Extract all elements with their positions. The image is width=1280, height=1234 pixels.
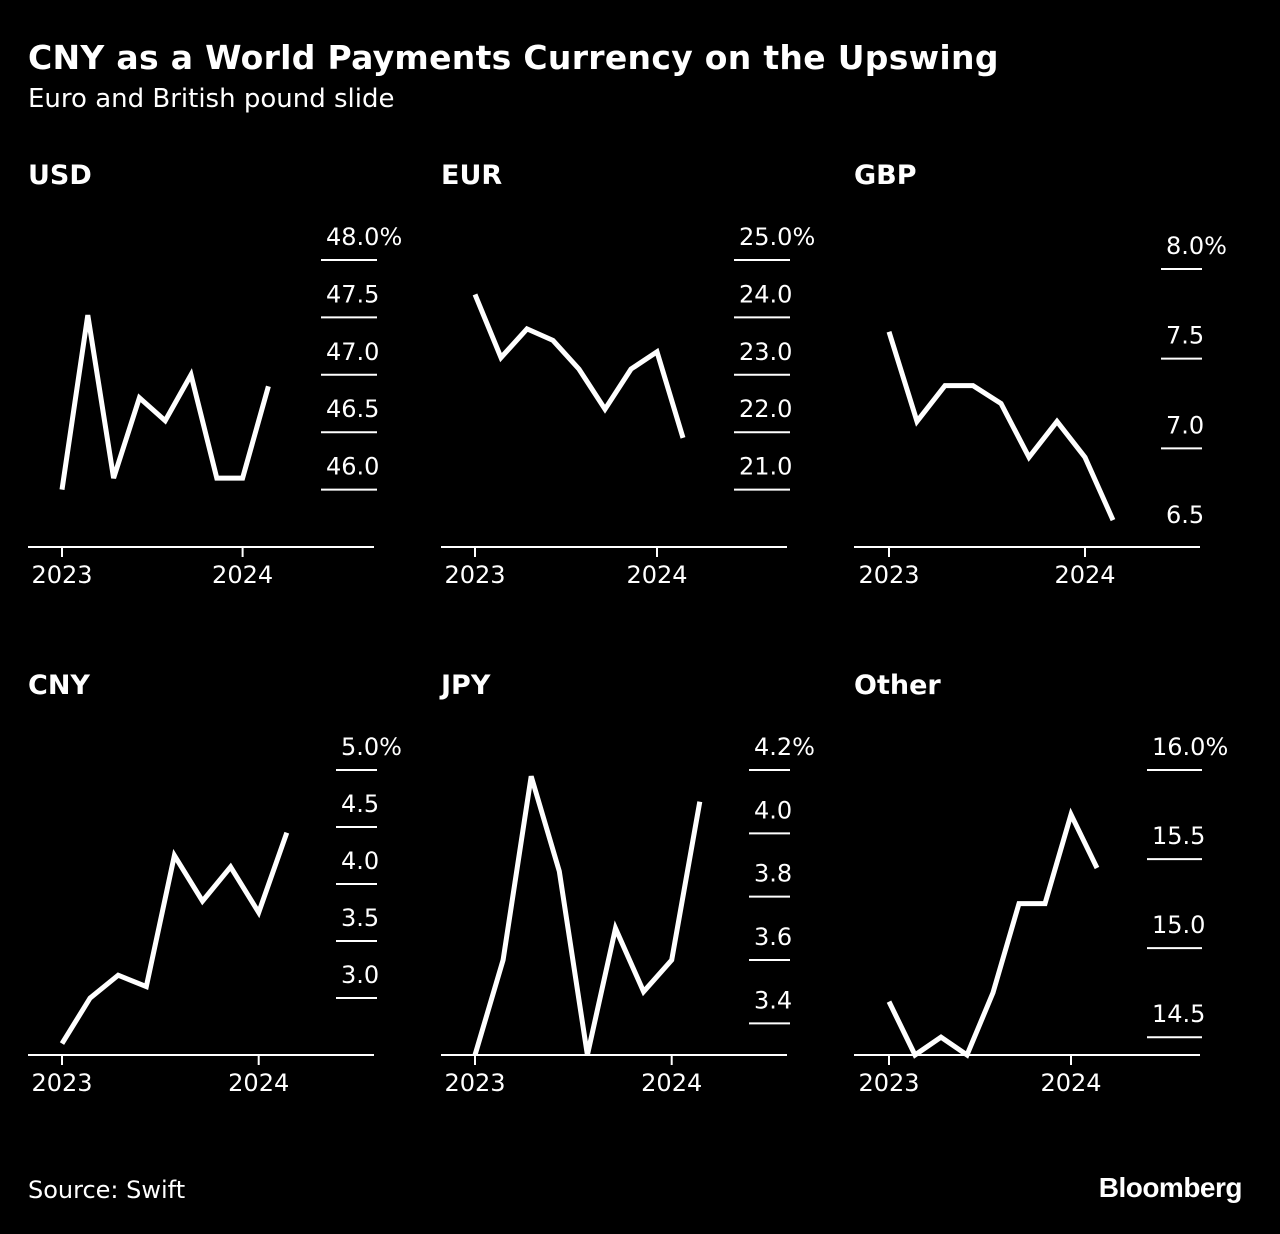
x-tick-label-cny: 2023	[31, 1069, 92, 1097]
series-line-other	[886, 807, 1100, 1059]
series-line-gbp	[886, 331, 1116, 522]
x-tick-label-jpy: 2023	[444, 1069, 505, 1097]
x-tick-label-other: 2023	[858, 1069, 919, 1097]
panel-title-usd: USD	[28, 160, 92, 191]
y-tick-label-eur: 23.0	[739, 338, 792, 366]
y-tick-label-cny: 4.5	[341, 790, 379, 818]
y-tick-label-usd: 46.5	[326, 395, 379, 423]
y-tick-label-jpy: 3.6	[754, 923, 792, 951]
panel-title-eur: EUR	[441, 160, 502, 191]
x-tick-label-cny: 2024	[228, 1069, 289, 1097]
x-tick-label-jpy: 2024	[641, 1069, 702, 1097]
y-tick-label-other: 15.5	[1152, 822, 1205, 850]
y-tick-label-other: 16.0%	[1152, 733, 1228, 761]
y-tick-label-jpy: 4.0	[754, 796, 792, 824]
panel-title-cny: CNY	[28, 670, 90, 701]
y-tick-label-jpy: 3.4	[754, 986, 792, 1014]
y-tick-label-eur: 22.0	[739, 395, 792, 423]
series-line-jpy	[472, 775, 703, 1056]
x-tick-label-usd: 2023	[31, 561, 92, 589]
y-tick-label-cny: 3.5	[341, 904, 379, 932]
y-tick-label-gbp: 7.0	[1166, 411, 1204, 439]
y-tick-label-other: 15.0	[1152, 911, 1205, 939]
y-tick-label-eur: 24.0	[739, 280, 792, 308]
y-tick-label-usd: 47.5	[326, 280, 379, 308]
panel-title-jpy: JPY	[439, 670, 491, 701]
y-tick-label-jpy: 3.8	[754, 860, 792, 888]
panel-title-gbp: GBP	[854, 160, 917, 191]
series-line-cny	[59, 831, 290, 1045]
x-tick-label-eur: 2023	[444, 561, 505, 589]
y-tick-label-cny: 4.0	[341, 847, 379, 875]
y-tick-label-gbp: 7.5	[1166, 322, 1204, 350]
y-tick-label-eur: 21.0	[739, 453, 792, 481]
x-tick-label-other: 2024	[1040, 1069, 1101, 1097]
chart-title: CNY as a World Payments Currency on the …	[28, 38, 999, 77]
y-tick-label-usd: 46.0	[326, 453, 379, 481]
y-tick-label-usd: 47.0	[326, 338, 379, 366]
series-line-usd	[59, 314, 271, 490]
y-tick-label-gbp: 6.5	[1166, 501, 1204, 529]
panel-title-other: Other	[854, 670, 941, 701]
y-tick-label-usd: 48.0%	[326, 223, 402, 251]
y-tick-label-cny: 5.0%	[341, 733, 402, 761]
series-line-eur	[472, 293, 686, 439]
y-tick-label-eur: 25.0%	[739, 223, 815, 251]
chart-subtitle: Euro and British pound slide	[28, 84, 395, 114]
y-tick-label-other: 14.5	[1152, 1000, 1205, 1028]
y-tick-label-cny: 3.0	[341, 961, 379, 989]
bloomberg-logo: Bloomberg	[1098, 1172, 1243, 1203]
y-tick-label-jpy: 4.2%	[754, 733, 815, 761]
source-note: Source: Swift	[28, 1176, 186, 1204]
y-tick-label-gbp: 8.0%	[1166, 232, 1227, 260]
x-tick-label-gbp: 2024	[1054, 561, 1115, 589]
x-tick-label-usd: 2024	[212, 561, 273, 589]
x-tick-label-eur: 2024	[626, 561, 687, 589]
x-tick-label-gbp: 2023	[858, 561, 919, 589]
